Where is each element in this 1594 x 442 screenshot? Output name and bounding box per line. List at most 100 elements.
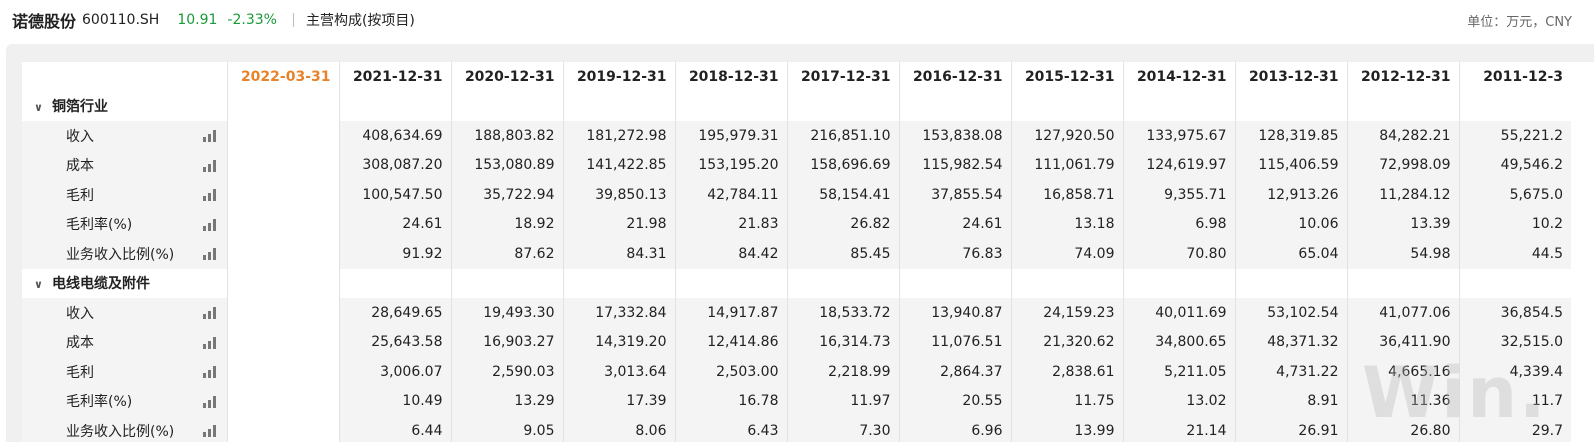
empty-cell xyxy=(674,91,787,121)
value-cell: 4,339.4 xyxy=(1458,357,1571,387)
date-header[interactable]: 2020-12-31 xyxy=(450,62,563,92)
date-header[interactable]: 2012-12-31 xyxy=(1346,62,1459,92)
value-cell: 3,013.64 xyxy=(562,357,675,387)
bar-chart-icon[interactable] xyxy=(202,130,217,142)
chevron-down-icon[interactable]: ∨ xyxy=(34,101,43,115)
row-label-cell: 毛利率(%) xyxy=(22,386,227,416)
value-cell: 12,414.86 xyxy=(674,327,787,357)
chevron-down-icon[interactable]: ∨ xyxy=(34,278,43,292)
breakdown-table: 2022-03-31 2021-12-31 2020-12-31 2019-12… xyxy=(22,62,1571,442)
row-label: 业务收入比例(%) xyxy=(66,246,175,263)
data-sheet: 2022-03-31 2021-12-31 2020-12-31 2019-12… xyxy=(22,62,1594,442)
bar-chart-icon[interactable] xyxy=(202,307,217,319)
value-cell: 10.2 xyxy=(1458,209,1571,239)
value-cell: 11.7 xyxy=(1458,386,1571,416)
table-row: 收入 408,634.69 188,803.82 181,272.98 195,979.… xyxy=(22,121,1571,151)
value-cell: 21.83 xyxy=(674,209,787,239)
bar-chart-icon[interactable] xyxy=(202,395,217,408)
value-cell: 17.39 xyxy=(562,386,675,416)
empty-cell xyxy=(1346,91,1459,121)
value-cell: 141,422.85 xyxy=(562,150,675,180)
date-header[interactable]: 2011-12-3 xyxy=(1458,62,1571,92)
value-cell: 16,858.71 xyxy=(1010,180,1123,210)
value-cell: 48,371.32 xyxy=(1234,327,1347,357)
breakdown-title[interactable]: 主营构成(按项目) xyxy=(305,13,415,29)
date-header[interactable]: 2014-12-31 xyxy=(1122,62,1235,92)
date-header[interactable]: 2017-12-31 xyxy=(786,62,899,92)
value-cell: 65.04 xyxy=(1234,239,1347,269)
value-cell: 42,784.11 xyxy=(674,180,787,210)
value-cell: 26.91 xyxy=(1234,416,1347,442)
value-cell: 21,320.62 xyxy=(1010,327,1123,357)
empty-cell xyxy=(898,268,1011,298)
group-row[interactable]: ∨ 电线电缆及附件 xyxy=(22,268,1571,299)
value-cell: 18,533.72 xyxy=(786,298,899,328)
date-header[interactable]: 2018-12-31 xyxy=(674,62,787,92)
value-cell: 115,982.54 xyxy=(898,150,1011,180)
group-label: ∨ 电线电缆及附件 xyxy=(22,276,150,292)
bar-chart-icon[interactable] xyxy=(202,159,217,172)
value-cell: 25,643.58 xyxy=(338,327,451,357)
value-cell: 10.49 xyxy=(338,386,451,416)
value-cell: 29.7 xyxy=(1458,416,1571,442)
group-label: ∨ 铜箔行业 xyxy=(22,99,108,115)
row-label: 成本 xyxy=(66,158,94,175)
value-cell: 5,675.0 xyxy=(1458,180,1571,210)
stock-price: 10.91 xyxy=(177,12,218,28)
value-cell: 37,855.54 xyxy=(898,180,1011,210)
value-cell: 9.05 xyxy=(450,416,563,442)
date-header[interactable]: 2022-03-31 xyxy=(226,62,339,92)
value-cell: 12,913.26 xyxy=(1234,180,1347,210)
table-body: ∨ 铜箔行业收入 408,634.69 188,803.82 181,272.98 195… xyxy=(22,91,1571,442)
bar-chart-icon[interactable] xyxy=(202,189,217,201)
value-cell: 4,665.16 xyxy=(1346,357,1459,387)
value-cell: 153,195.20 xyxy=(674,150,787,180)
date-header[interactable]: 2021-12-31 xyxy=(338,62,451,92)
row-label: 毛利率(%) xyxy=(66,394,133,411)
value-cell: 36,854.5 xyxy=(1458,298,1571,328)
empty-cell xyxy=(1458,268,1571,298)
value-cell: 85.45 xyxy=(786,239,899,269)
group-row[interactable]: ∨ 铜箔行业 xyxy=(22,91,1571,122)
empty-cell xyxy=(226,268,339,298)
bar-chart-icon[interactable] xyxy=(202,248,217,260)
bar-chart-icon[interactable] xyxy=(202,218,217,231)
value-cell: 91.92 xyxy=(338,239,451,269)
group-label-cell[interactable]: ∨ 电线电缆及附件 xyxy=(22,269,227,299)
date-header[interactable]: 2016-12-31 xyxy=(898,62,1011,92)
value-cell: 16,903.27 xyxy=(450,327,563,357)
empty-cell xyxy=(786,91,899,121)
value-cell: 28,649.65 xyxy=(338,298,451,328)
value-cell: 24.61 xyxy=(338,209,451,239)
bar-chart-icon[interactable] xyxy=(202,366,217,378)
value-cell: 10.06 xyxy=(1234,209,1347,239)
value-cell: 18.92 xyxy=(450,209,563,239)
divider xyxy=(292,13,294,27)
empty-cell xyxy=(562,268,675,298)
empty-cell xyxy=(450,268,563,298)
bar-chart-icon[interactable] xyxy=(202,425,217,437)
value-cell: 11.36 xyxy=(1346,386,1459,416)
value-cell: 2,864.37 xyxy=(898,357,1011,387)
table-row: 毛利 100,547.50 35,722.94 39,850.13 42,784.11 5… xyxy=(22,180,1571,210)
stock-name[interactable]: 诺德股份 xyxy=(12,12,77,31)
date-header[interactable]: 2015-12-31 xyxy=(1010,62,1123,92)
bar-chart-icon[interactable] xyxy=(202,336,217,349)
value-cell: 13.29 xyxy=(450,386,563,416)
value-cell: 44.5 xyxy=(1458,239,1571,269)
value-cell: 84.42 xyxy=(674,239,787,269)
value-cell: 55,221.2 xyxy=(1458,121,1571,151)
table-row: 收入 28,649.65 19,493.30 17,332.84 14,917.87 18… xyxy=(22,298,1571,328)
value-cell: 216,851.10 xyxy=(786,121,899,151)
value-cell: 8.06 xyxy=(562,416,675,442)
empty-cell xyxy=(1234,268,1347,298)
empty-cell xyxy=(226,91,339,121)
value-cell xyxy=(226,298,339,328)
row-label-cell: 成本 xyxy=(22,150,227,180)
group-label-cell[interactable]: ∨ 铜箔行业 xyxy=(22,92,227,122)
group-name: 电线电缆及附件 xyxy=(52,276,150,293)
date-header[interactable]: 2013-12-31 xyxy=(1234,62,1347,92)
value-cell: 127,920.50 xyxy=(1010,121,1123,151)
value-cell: 128,319.85 xyxy=(1234,121,1347,151)
date-header[interactable]: 2019-12-31 xyxy=(562,62,675,92)
